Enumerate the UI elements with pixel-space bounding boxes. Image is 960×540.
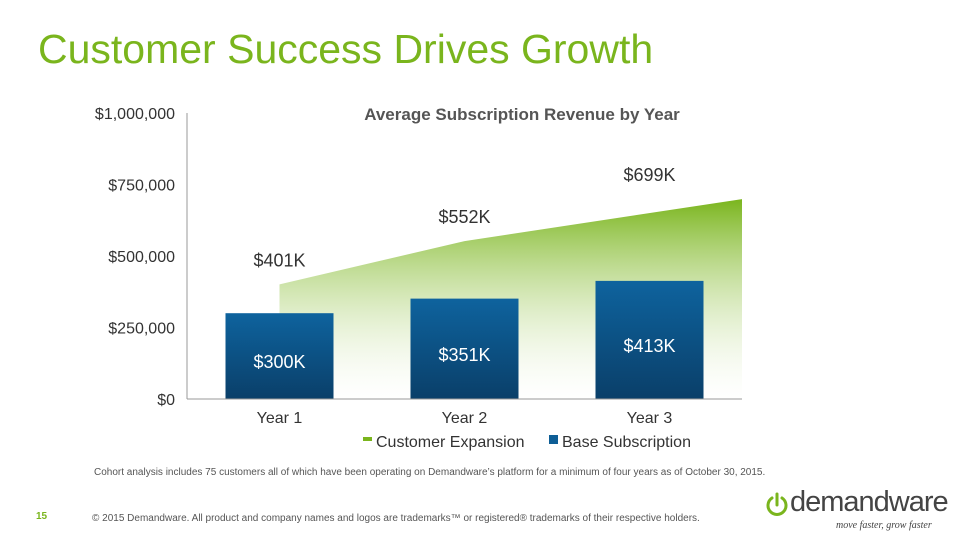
bar-value-label: $351K [438, 345, 490, 365]
expansion-value-label: $552K [438, 207, 490, 227]
legend-label: Customer Expansion [376, 434, 525, 451]
logo-tagline: move faster, grow faster [836, 520, 932, 531]
copyright-notice: © 2015 Demandware. All product and compa… [92, 513, 700, 524]
y-tick-label: $0 [157, 392, 175, 409]
expansion-value-label: $699K [623, 165, 675, 185]
chart-title: Average Subscription Revenue by Year [364, 105, 680, 124]
legend-item: Customer Expansion [363, 434, 525, 451]
logo-wordmark: demandware [790, 486, 949, 518]
power-icon [766, 492, 788, 516]
bar-base-subscription [410, 298, 519, 399]
x-tick-label: Year 2 [442, 410, 488, 427]
y-tick-label: $750,000 [108, 178, 175, 195]
bar-base-subscription [595, 280, 704, 399]
y-tick-label: $1,000,000 [95, 106, 175, 123]
legend-swatch [363, 437, 372, 441]
legend-swatch [549, 435, 558, 444]
footnote: Cohort analysis includes 75 customers al… [94, 467, 766, 478]
y-tick-label: $250,000 [108, 321, 175, 338]
legend-label: Base Subscription [562, 434, 691, 451]
bar-value-label: $413K [623, 336, 675, 356]
x-tick-label: Year 3 [627, 410, 673, 427]
page-number: 15 [36, 511, 48, 522]
legend-item: Base Subscription [549, 434, 691, 451]
slide-title: Customer Success Drives Growth [38, 26, 654, 72]
demandware-logo: demandware move faster, grow faster [764, 486, 949, 534]
bar-base-subscription [225, 313, 334, 399]
y-tick-label: $500,000 [108, 249, 175, 266]
bar-value-label: $300K [253, 352, 305, 372]
expansion-value-label: $401K [253, 250, 305, 270]
x-tick-label: Year 1 [257, 410, 303, 427]
